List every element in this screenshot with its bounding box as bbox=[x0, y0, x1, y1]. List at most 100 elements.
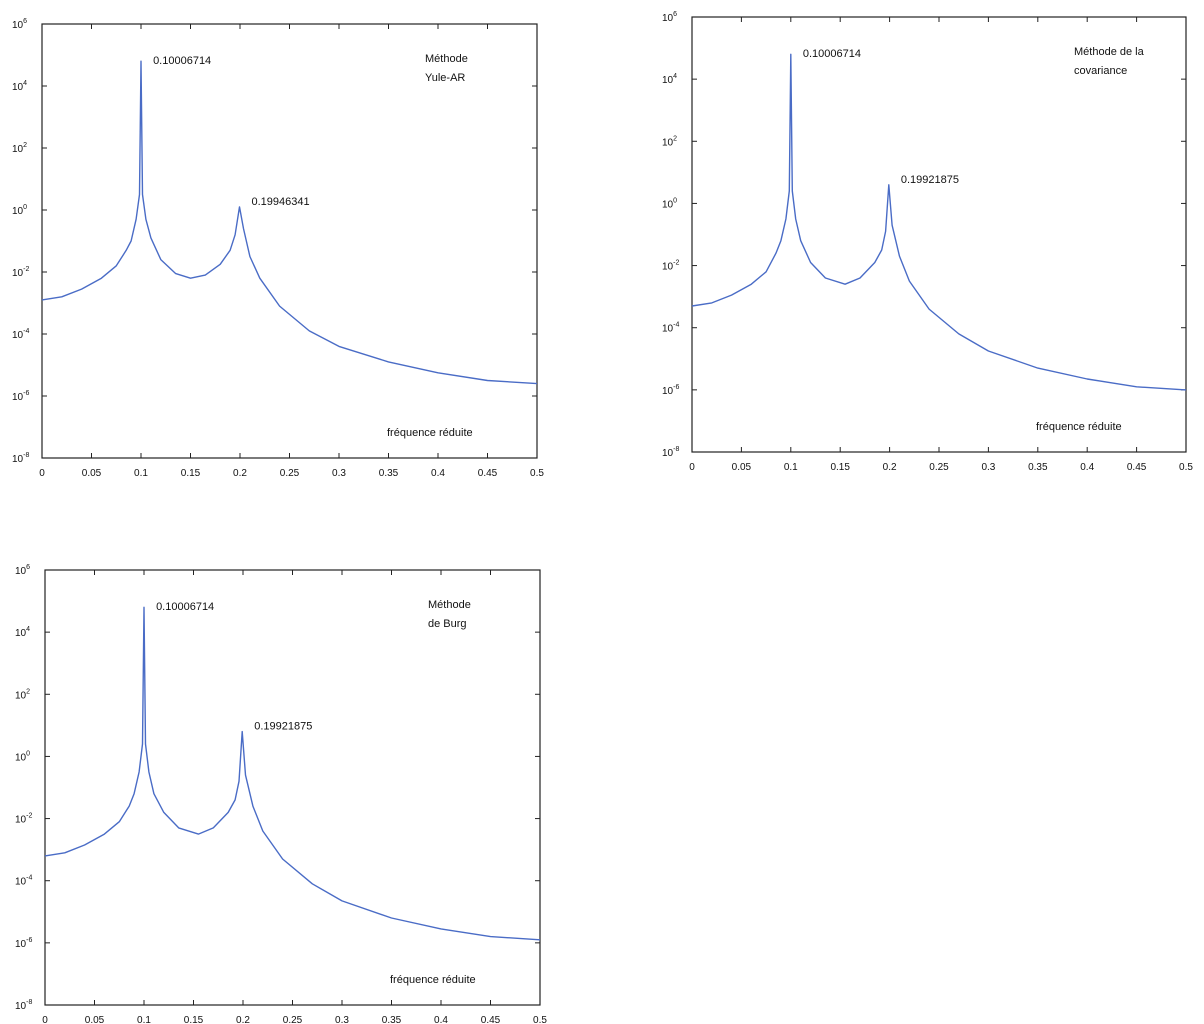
y-tick-exponent: -2 bbox=[673, 260, 679, 267]
x-tick-label: 0.3 bbox=[335, 1015, 349, 1024]
y-tick-base: 10 bbox=[662, 13, 674, 24]
x-tick-label: 0.2 bbox=[233, 468, 247, 479]
y-tick-base: 10 bbox=[12, 392, 24, 403]
peak-annotation: 0.10006714 bbox=[153, 55, 211, 67]
x-axis-label: fréquence réduite bbox=[387, 427, 473, 439]
y-tick-base: 10 bbox=[12, 268, 24, 279]
y-tick-label: 10-8 bbox=[12, 452, 29, 465]
y-tick-base: 10 bbox=[662, 137, 674, 148]
x-tick-label: 0.5 bbox=[1179, 462, 1193, 473]
y-tick-label: 10-6 bbox=[12, 390, 29, 403]
x-tick-label: 0.2 bbox=[883, 462, 897, 473]
y-tick-exponent: -2 bbox=[23, 266, 29, 273]
y-tick-base: 10 bbox=[12, 20, 24, 31]
x-tick-label: 0.25 bbox=[929, 462, 949, 473]
x-tick-label: 0.1 bbox=[784, 462, 798, 473]
y-tick-exponent: 2 bbox=[23, 142, 27, 149]
y-tick-base: 10 bbox=[15, 566, 27, 577]
y-tick-base: 10 bbox=[12, 82, 24, 93]
y-tick-base: 10 bbox=[662, 448, 674, 459]
plot-frame bbox=[41, 23, 538, 459]
y-tick-base: 10 bbox=[15, 1001, 27, 1012]
y-tick-base: 10 bbox=[662, 262, 674, 273]
x-tick-label: 0.05 bbox=[85, 1015, 105, 1024]
y-tick-base: 10 bbox=[15, 752, 27, 763]
y-tick-exponent: -8 bbox=[23, 452, 29, 459]
x-tick-label: 0.25 bbox=[283, 1015, 303, 1024]
plot-frame bbox=[44, 569, 541, 1006]
y-tick-exponent: 4 bbox=[26, 626, 30, 633]
spectrum-line bbox=[41, 60, 538, 385]
x-tick-label: 0.4 bbox=[434, 1015, 448, 1024]
y-tick-label: 106 bbox=[15, 564, 30, 577]
x-tick-label: 0.15 bbox=[184, 1015, 204, 1024]
y-tick-label: 100 bbox=[15, 750, 30, 763]
y-tick-label: 10-8 bbox=[662, 446, 679, 459]
x-tick-label: 0.35 bbox=[379, 468, 399, 479]
y-tick-exponent: -4 bbox=[23, 328, 29, 335]
x-tick-label: 0.1 bbox=[134, 468, 148, 479]
x-tick-label: 0.35 bbox=[1028, 462, 1048, 473]
y-tick-base: 10 bbox=[15, 628, 27, 639]
y-tick-base: 10 bbox=[662, 324, 674, 335]
y-tick-label: 102 bbox=[12, 142, 27, 155]
y-tick-base: 10 bbox=[12, 144, 24, 155]
plot-frame bbox=[691, 16, 1187, 453]
y-tick-label: 10-6 bbox=[662, 384, 679, 397]
peak-annotation: 0.19946341 bbox=[251, 196, 309, 208]
x-tick-label: 0.05 bbox=[82, 468, 102, 479]
method-label: Yule-AR bbox=[425, 72, 465, 84]
x-tick-label: 0.45 bbox=[481, 1015, 501, 1024]
y-tick-exponent: -6 bbox=[26, 937, 32, 944]
y-tick-exponent: 4 bbox=[673, 73, 677, 80]
x-axis-label: fréquence réduite bbox=[390, 974, 476, 986]
x-tick-label: 0.4 bbox=[431, 468, 445, 479]
x-tick-label: 0.4 bbox=[1080, 462, 1094, 473]
y-tick-exponent: -8 bbox=[26, 999, 32, 1006]
y-tick-label: 100 bbox=[662, 197, 677, 210]
y-tick-base: 10 bbox=[12, 330, 24, 341]
y-tick-exponent: 6 bbox=[26, 564, 30, 571]
x-tick-label: 0.05 bbox=[732, 462, 752, 473]
method-label: covariance bbox=[1074, 65, 1127, 77]
x-tick-label: 0.3 bbox=[981, 462, 995, 473]
y-tick-label: 104 bbox=[662, 73, 677, 86]
y-tick-label: 10-2 bbox=[662, 260, 679, 273]
y-tick-exponent: 6 bbox=[23, 18, 27, 25]
y-tick-exponent: -4 bbox=[673, 322, 679, 329]
x-tick-label: 0 bbox=[689, 462, 695, 473]
y-tick-label: 10-6 bbox=[15, 937, 32, 950]
y-tick-exponent: -2 bbox=[26, 813, 32, 820]
y-tick-exponent: -6 bbox=[23, 390, 29, 397]
peak-annotation: 0.10006714 bbox=[803, 48, 861, 60]
y-tick-label: 106 bbox=[662, 11, 677, 24]
y-tick-label: 102 bbox=[15, 688, 30, 701]
y-tick-exponent: 0 bbox=[673, 197, 677, 204]
y-tick-label: 104 bbox=[15, 626, 30, 639]
y-tick-label: 102 bbox=[662, 135, 677, 148]
y-tick-base: 10 bbox=[12, 206, 24, 217]
method-label: de Burg bbox=[428, 618, 467, 630]
x-tick-label: 0.2 bbox=[236, 1015, 250, 1024]
x-tick-label: 0.15 bbox=[181, 468, 201, 479]
y-tick-base: 10 bbox=[12, 454, 24, 465]
y-tick-label: 10-4 bbox=[662, 322, 679, 335]
spectrum-line bbox=[44, 606, 541, 941]
x-tick-label: 0.15 bbox=[830, 462, 850, 473]
y-tick-base: 10 bbox=[15, 939, 27, 950]
spectrum-line bbox=[691, 53, 1187, 391]
x-tick-label: 0.45 bbox=[478, 468, 498, 479]
y-tick-base: 10 bbox=[15, 877, 27, 888]
y-tick-exponent: 0 bbox=[23, 204, 27, 211]
y-tick-label: 106 bbox=[12, 18, 27, 31]
y-tick-base: 10 bbox=[662, 386, 674, 397]
y-tick-exponent: 4 bbox=[23, 80, 27, 87]
y-tick-exponent: -8 bbox=[673, 446, 679, 453]
method-label: Méthode de la bbox=[1074, 46, 1145, 58]
y-tick-label: 100 bbox=[12, 204, 27, 217]
x-tick-label: 0 bbox=[39, 468, 45, 479]
x-tick-label: 0.35 bbox=[382, 1015, 402, 1024]
